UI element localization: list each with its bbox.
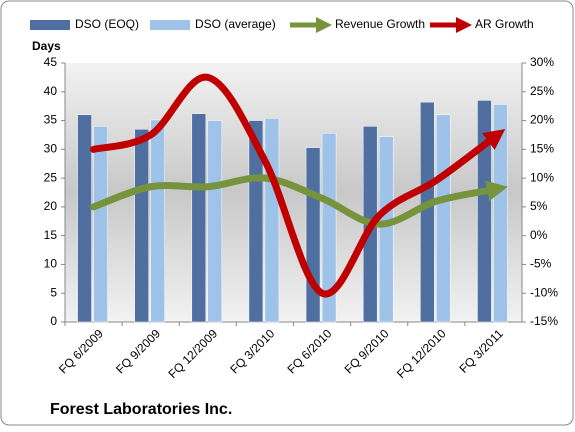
bar <box>477 100 492 323</box>
line-series <box>90 73 506 298</box>
y-tick-label: 40 <box>44 84 58 98</box>
y-tick-label: 0 <box>50 314 57 328</box>
y2-tick-label: 15% <box>530 142 554 156</box>
y2-tick-label: 10% <box>530 170 554 184</box>
y-tick-label: 10 <box>44 257 58 271</box>
y-tick-label: 30 <box>44 142 58 156</box>
chart-title: Forest Laboratories Inc. <box>50 401 232 418</box>
bar <box>77 114 92 323</box>
bar <box>493 104 508 323</box>
legend-swatch <box>150 20 190 30</box>
y2-tick-label: 25% <box>530 84 554 98</box>
y-tick-label: 35 <box>44 113 58 127</box>
y2-tick-label: -5% <box>530 257 552 271</box>
y2-tick-label: 30% <box>530 55 554 69</box>
y-tick-label: 20 <box>44 199 58 213</box>
legend-swatch <box>316 17 332 33</box>
y2-tick-label: -15% <box>530 314 558 328</box>
y-tick-label: 25 <box>44 170 58 184</box>
y-tick-label: 5 <box>50 285 57 299</box>
y-tick-label: 15 <box>44 228 58 242</box>
bar <box>378 136 394 323</box>
legend-swatch <box>456 17 472 33</box>
legend-label: Revenue Growth <box>335 17 425 31</box>
y2-tick-label: 5% <box>530 199 548 213</box>
y-axis-label: Days <box>32 39 61 53</box>
bar <box>93 126 108 323</box>
bar <box>191 113 207 323</box>
y2-tick-label: 0% <box>530 228 548 242</box>
y-tick-label: 45 <box>44 55 58 69</box>
legend-label: AR Growth <box>475 17 534 31</box>
bar <box>150 119 165 323</box>
bar <box>420 101 435 323</box>
bar <box>321 132 337 323</box>
line-series <box>90 174 508 228</box>
bar <box>207 120 223 323</box>
legend-label: DSO (EOQ) <box>75 17 139 31</box>
legend-swatch <box>30 20 70 30</box>
bar <box>436 114 451 323</box>
y2-tick-label: -10% <box>530 285 558 299</box>
bar <box>248 120 264 323</box>
legend-label: DSO (average) <box>195 17 276 31</box>
bar <box>134 128 149 323</box>
bar <box>264 118 280 323</box>
bar <box>305 147 321 323</box>
y2-tick-label: 20% <box>530 113 554 127</box>
